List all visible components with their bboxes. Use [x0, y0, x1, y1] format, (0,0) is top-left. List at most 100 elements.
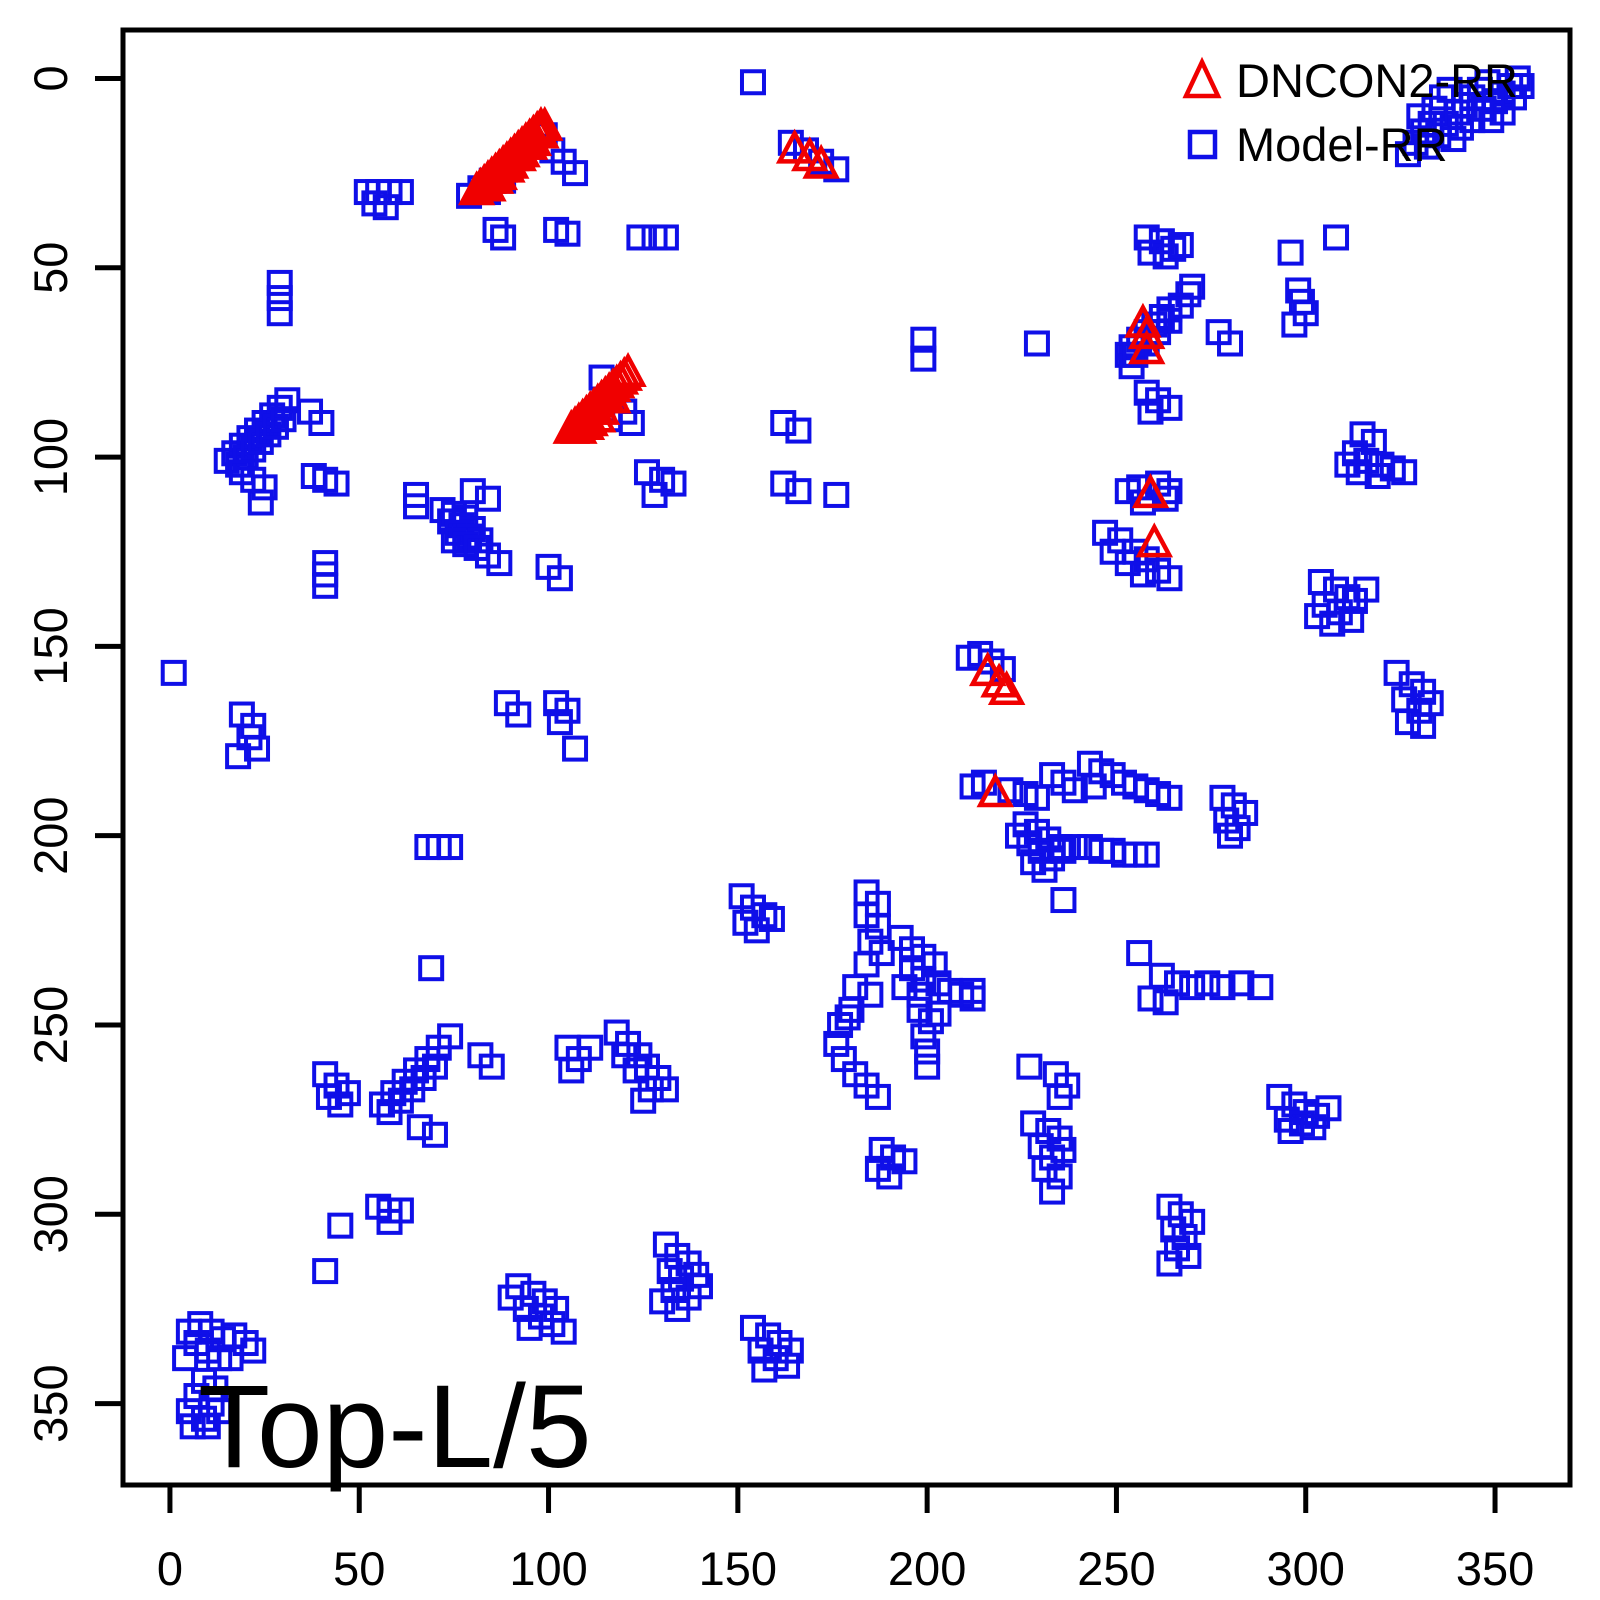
model-rr-point: [1228, 970, 1255, 997]
model-rr-point: [516, 1314, 543, 1341]
model-rr-point: [308, 409, 335, 436]
model-rr-point: [421, 1121, 448, 1148]
model-rr-point: [910, 1023, 937, 1050]
model-rr-point: [546, 709, 573, 736]
model-rr-point: [864, 1083, 891, 1110]
model-rr-point: [179, 1413, 206, 1440]
model-rr-point: [244, 735, 271, 762]
model-rr-point: [1046, 1083, 1073, 1110]
model-rr-point: [1152, 989, 1179, 1016]
model-rr-point: [664, 1295, 691, 1322]
model-rr-point: [1148, 303, 1175, 330]
model-rr-point: [857, 981, 884, 1008]
model-rr-point: [1224, 815, 1251, 842]
model-rr-point: [1114, 478, 1141, 505]
model-rr-point: [1020, 1110, 1047, 1137]
model-rr-point: [739, 1314, 766, 1341]
triangle-icon: [1182, 56, 1222, 99]
dncon2-rr-point: [1131, 473, 1170, 509]
y-tick-label: 300: [24, 1175, 77, 1253]
model-rr-point: [1304, 603, 1331, 630]
model-rr-point: [1092, 519, 1119, 546]
model-rr-point: [467, 527, 494, 554]
model-rr-point: [785, 478, 812, 505]
dncon2-rr-point: [1127, 329, 1166, 365]
model-rr-point: [925, 1000, 952, 1027]
model-rr-point: [1179, 974, 1206, 1001]
dncon2-rr-point: [976, 772, 1015, 808]
model-rr-point: [823, 481, 850, 508]
model-rr-point: [1345, 459, 1372, 486]
legend-label-dncon2: DNCON2-RR: [1236, 53, 1518, 107]
model-rr-point: [1133, 841, 1160, 868]
model-rr-point: [550, 1318, 577, 1345]
model-rr-point: [1353, 576, 1380, 603]
model-rr-point: [323, 470, 350, 497]
model-rr-point: [1050, 1136, 1077, 1163]
model-rr-point: [262, 413, 289, 440]
model-rr-point: [327, 1212, 354, 1239]
model-rr-point: [1126, 940, 1153, 967]
model-rr-point: [1209, 974, 1236, 1001]
model-rr-point: [490, 224, 517, 251]
dncon2-rr-point: [980, 662, 1018, 698]
model-rr-point: [266, 300, 293, 327]
model-rr-point: [1156, 1250, 1183, 1277]
model-rr-point: [641, 481, 668, 508]
model-rr-point: [546, 565, 573, 592]
model-rr-point: [486, 550, 513, 577]
model-rr-point: [1023, 784, 1050, 811]
model-rr-point: [914, 1053, 941, 1080]
model-rr-point: [562, 160, 589, 187]
model-rr-point: [270, 406, 297, 433]
model-rr-point: [827, 1011, 854, 1038]
model-rr-point: [1039, 1178, 1066, 1205]
model-rr-point: [312, 1258, 339, 1285]
model-rr-point: [1046, 1163, 1073, 1190]
model-rr-point: [1050, 887, 1077, 914]
x-tick-label: 200: [888, 1542, 966, 1595]
model-rr-point: [1016, 1053, 1043, 1080]
model-rr-point: [1338, 606, 1365, 633]
model-rr-point: [421, 1053, 448, 1080]
model-rr-point: [1156, 565, 1183, 592]
model-rr-point: [1391, 459, 1418, 486]
model-rr-point: [406, 1114, 433, 1141]
model-rr-point: [910, 966, 937, 993]
model-rr-point: [823, 1030, 850, 1057]
dncon2-rr-point: [480, 155, 519, 191]
x-tick-label: 0: [157, 1542, 183, 1595]
model-rr-point: [876, 1163, 903, 1190]
legend-item-model: Model-RR: [1168, 116, 1518, 172]
model-rr-point: [747, 1337, 774, 1364]
x-tick-label: 250: [1077, 1542, 1155, 1595]
model-rr-point: [777, 1337, 804, 1364]
model-rr-point: [372, 194, 399, 221]
model-rr-point: [334, 1080, 361, 1107]
dncon2-rr-point: [522, 113, 560, 149]
dncon2-rr-point: [802, 143, 840, 179]
model-rr-point: [251, 474, 278, 501]
model-rr-point: [1394, 709, 1421, 736]
model-rr-point: [225, 743, 252, 770]
model-rr-point: [175, 1398, 202, 1425]
model-rr-point: [247, 489, 274, 516]
model-rr-point: [172, 1345, 199, 1372]
model-rr-point: [906, 981, 933, 1008]
model-rr-point: [834, 1004, 861, 1031]
model-rr-point: [1152, 485, 1179, 512]
model-rr-point: [751, 1356, 778, 1383]
model-rr-point: [160, 659, 187, 686]
model-rr-point: [437, 834, 464, 861]
model-rr-point: [1137, 985, 1164, 1012]
model-rr-point: [577, 1034, 604, 1061]
model-rr-point: [1179, 1208, 1206, 1235]
model-rr-point: [232, 1330, 259, 1357]
model-rr-point: [459, 478, 486, 505]
dncon2-rr-point: [1135, 522, 1174, 558]
model-rr-point: [1444, 99, 1471, 126]
model-rr-point: [562, 735, 589, 762]
model-rr-point: [437, 1023, 464, 1050]
